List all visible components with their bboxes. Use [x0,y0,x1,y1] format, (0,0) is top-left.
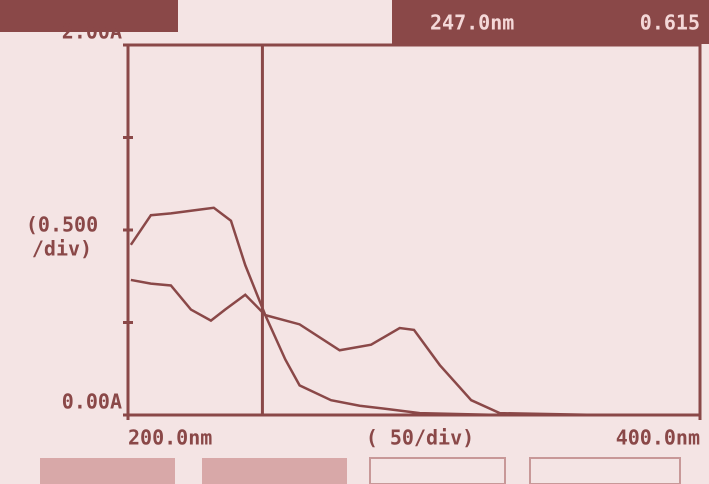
trace [129,206,692,417]
status-box-left [0,0,178,32]
soft-key[interactable] [40,458,175,484]
cursor-reading: 0.615 [640,11,700,35]
status-box-right [392,0,709,44]
trace [130,278,692,417]
cursor-wavelength: 247.0nm [430,11,514,35]
soft-key[interactable] [202,458,347,484]
x-div-label: ( 50/div) [366,426,474,450]
y-div-label: (0.500 [26,213,98,237]
soft-key[interactable] [529,457,681,484]
y-tick-label: 2.00A [62,20,122,44]
plot-frame [126,43,702,417]
x-tick-label: 400.0nm [616,426,700,450]
soft-key[interactable] [369,457,506,484]
y-tick-label: 0.00A [62,390,122,414]
y-div-label: /div) [32,237,92,261]
x-tick-label: 200.0nm [128,426,212,450]
